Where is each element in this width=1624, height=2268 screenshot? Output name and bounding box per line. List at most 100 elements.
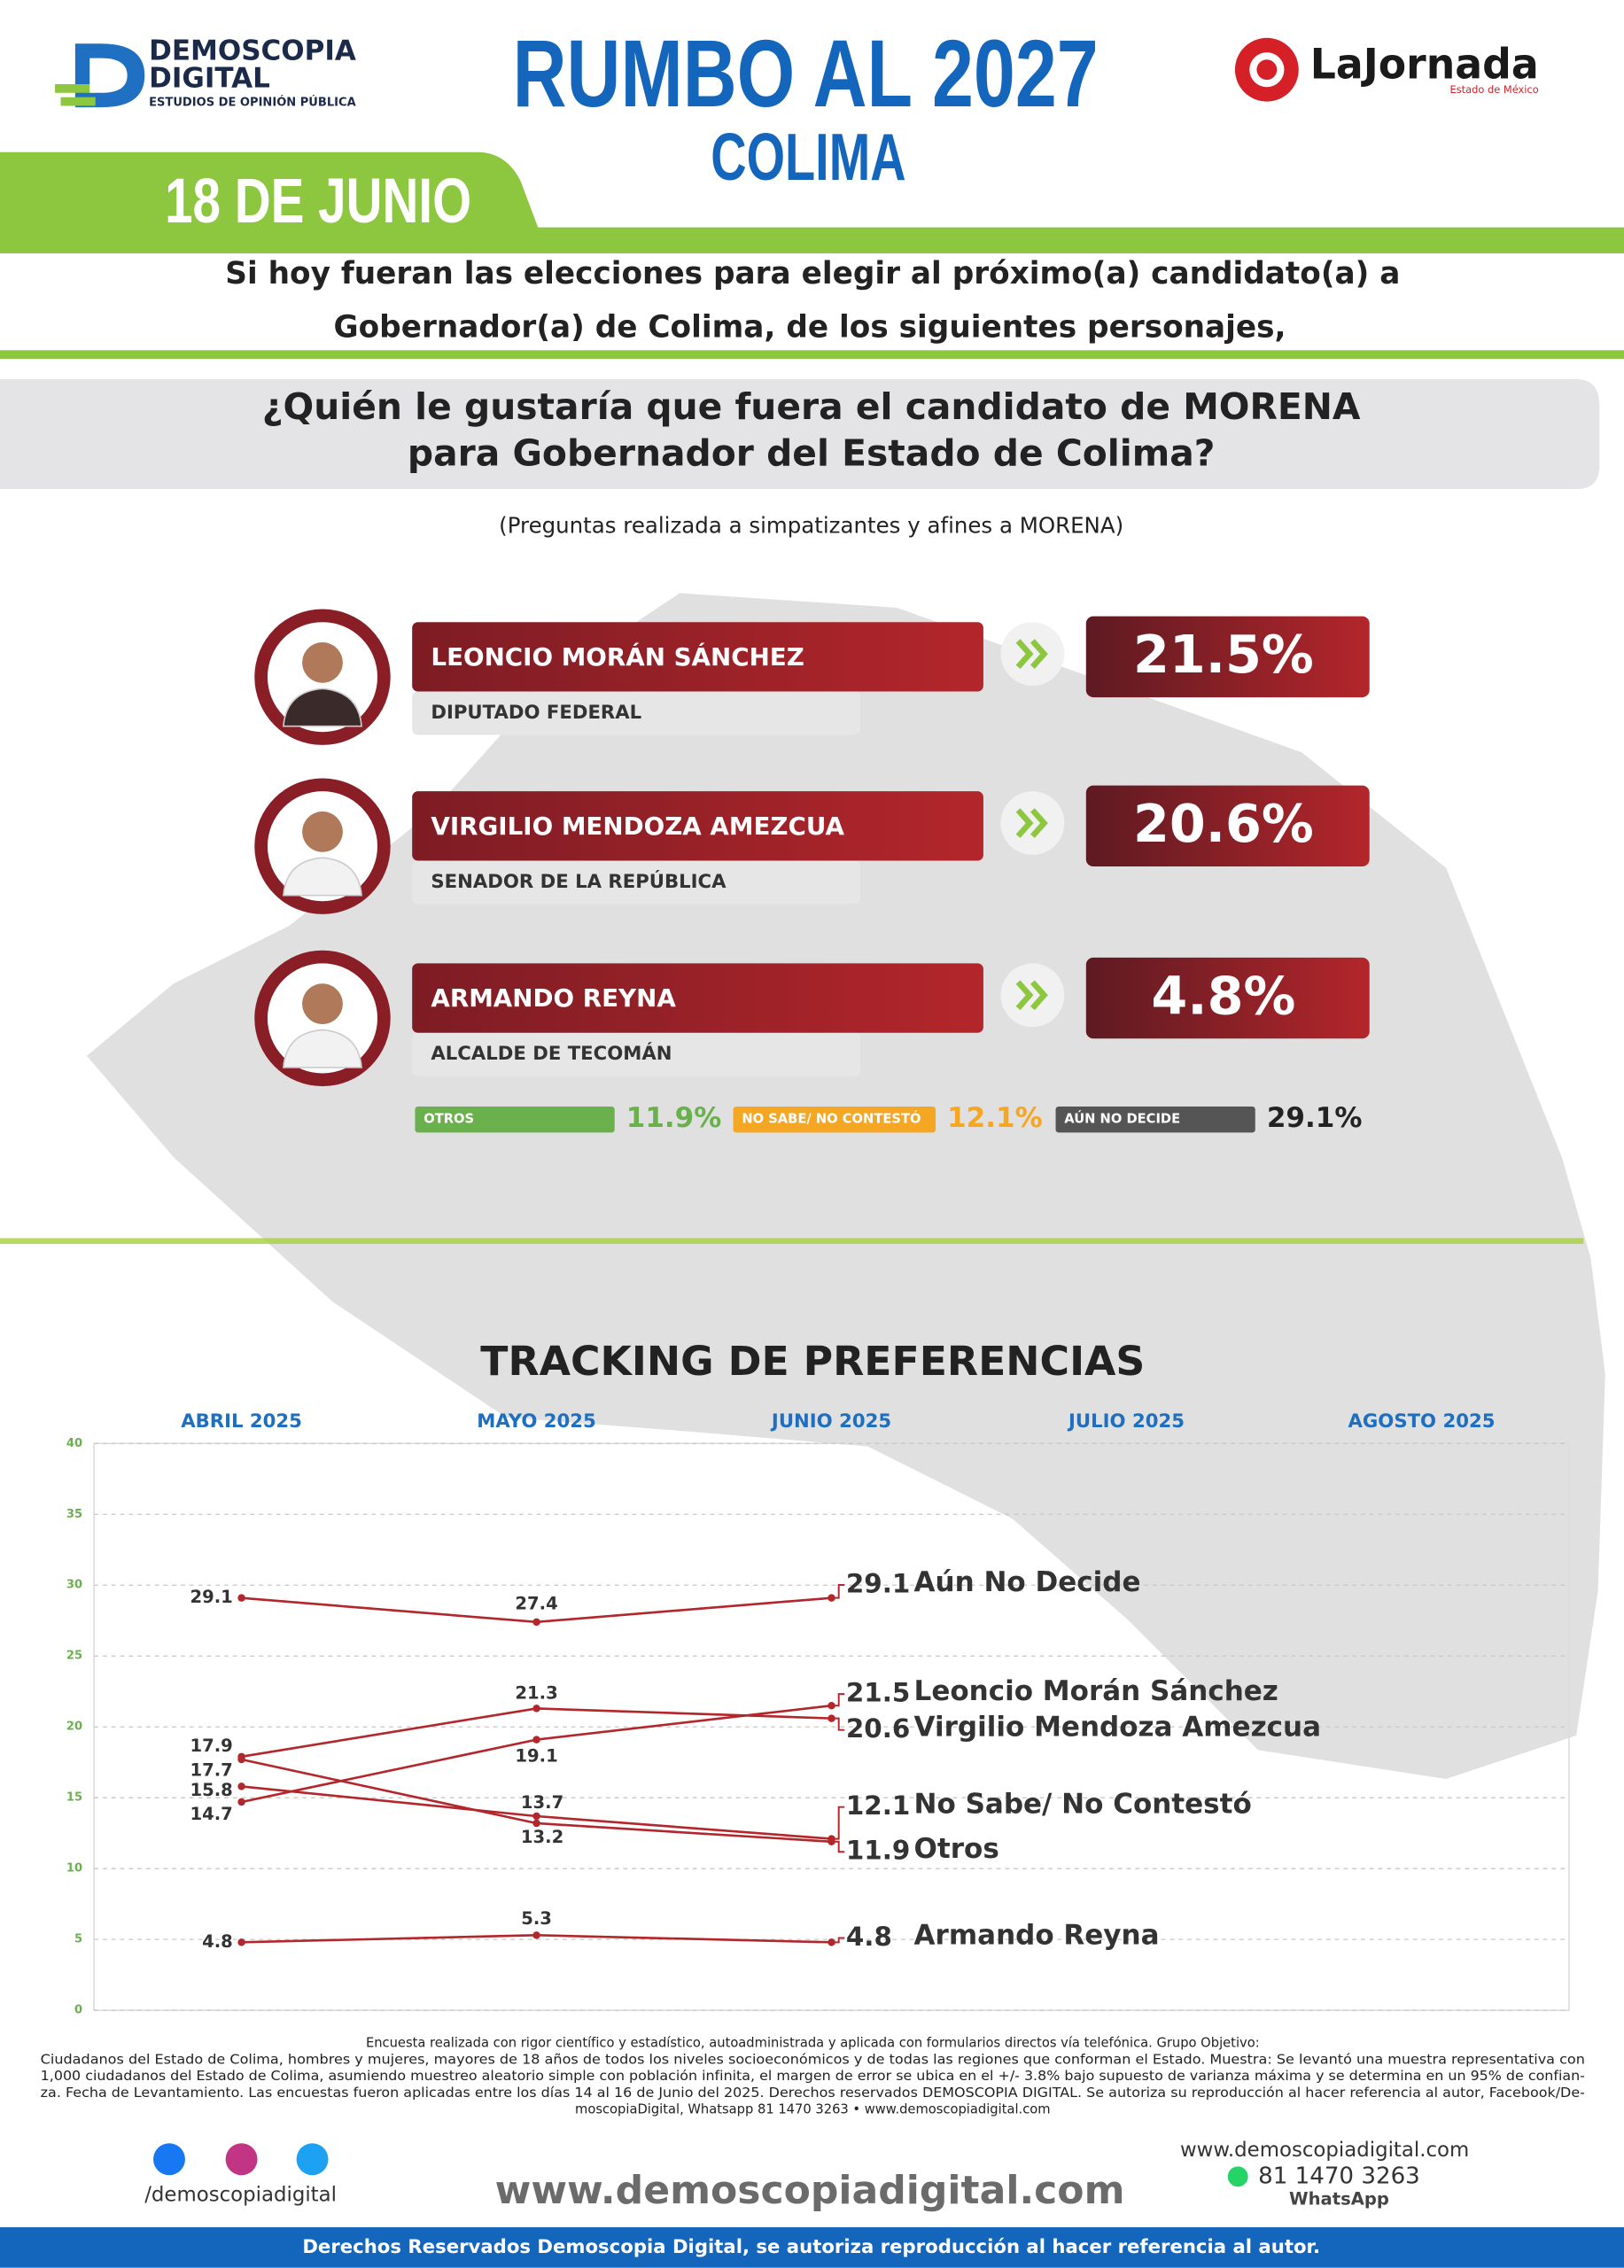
candidate-percent: 21.5% — [1133, 624, 1314, 685]
candidate-row: VIRGILIO MENDOZA AMEZCUA SENADOR DE LA RE… — [254, 778, 1370, 914]
label-leader — [831, 1840, 845, 1853]
instagram-icon[interactable] — [225, 2143, 258, 2176]
question-line: para Gobernador del Estado de Colima? — [408, 431, 1216, 474]
data-point — [532, 1618, 540, 1627]
value-label: 5.3 — [521, 1908, 552, 1929]
y-tick-label: 20 — [66, 1720, 82, 1734]
chart-title: TRACKING DE PREFERENCIAS — [480, 1338, 1145, 1385]
main-subtitle: COLIMA — [711, 120, 905, 194]
role-bar — [412, 1032, 861, 1076]
data-point — [532, 1931, 540, 1939]
role-bar — [412, 860, 861, 905]
series-name: Armando Reyna — [914, 1919, 1160, 1951]
candidate-name: LEONCIO MORÁN SÁNCHEZ — [431, 641, 804, 672]
other-bar — [733, 1106, 936, 1133]
end-value-label: 11.9 — [846, 1836, 910, 1866]
candidate-row: LEONCIO MORÁN SÁNCHEZ DIPUTADO FEDERAL 21.… — [254, 609, 1370, 745]
methodology-line: moscopiaDigital, Whatsapp 81 1470 3263 •… — [575, 2102, 1051, 2117]
value-label: 4.8 — [202, 1931, 233, 1952]
label-leader — [831, 1693, 845, 1707]
value-label: 29.1 — [190, 1587, 232, 1607]
website[interactable]: www.demoscopiadigital.com — [495, 2168, 1125, 2213]
value-label: 27.4 — [515, 1594, 557, 1614]
y-tick-label: 10 — [66, 1862, 82, 1876]
other-label: AÚN NO DECIDE — [1064, 1111, 1180, 1127]
question-box — [0, 378, 1600, 490]
end-value-label: 29.1 — [846, 1568, 910, 1598]
brand-name: DEMOSCOPIA — [149, 35, 356, 67]
other-label: OTROS — [423, 1112, 474, 1127]
methodology-line: Encuesta realizada con rigor científico … — [366, 2036, 1260, 2051]
role-bar — [412, 691, 861, 735]
phone: 81 1470 3263 — [1258, 2163, 1420, 2189]
series-name: Virgilio Mendoza Amezcua — [914, 1712, 1321, 1744]
footer: Encuesta realizada con rigor científico … — [0, 2036, 1624, 2268]
end-value-label: 21.5 — [846, 1678, 910, 1708]
divider — [0, 350, 1624, 360]
data-point — [532, 1736, 540, 1744]
facebook-icon[interactable] — [153, 2143, 185, 2176]
value-label: 17.7 — [190, 1760, 232, 1781]
series-name: Aún No Decide — [914, 1566, 1141, 1598]
y-tick-label: 30 — [66, 1579, 82, 1592]
brand-tagline: ESTUDIOS DE OPINIÓN PÚBLICA — [149, 96, 356, 110]
rights: Derechos Reservados Demoscopia Digital, … — [302, 2236, 1320, 2258]
photo-head — [302, 642, 343, 683]
y-tick-label: 5 — [74, 1933, 82, 1946]
photo-head — [302, 812, 343, 852]
date: 18 DE JUNIO — [165, 166, 471, 237]
label-leader — [831, 1717, 845, 1731]
candidate-role: ALCALDE DE TECOMÁN — [431, 1042, 672, 1065]
website-small[interactable]: www.demoscopiadigital.com — [1180, 2139, 1469, 2162]
y-tick-label: 40 — [66, 1437, 82, 1450]
x-tick-label: MAYO 2025 — [477, 1410, 596, 1433]
divider — [0, 1238, 1584, 1245]
y-tick-label: 0 — [74, 2004, 82, 2017]
photo-body — [283, 687, 362, 727]
chevron — [1015, 980, 1048, 1011]
brand-logo: DEMOSCOPIA DIGITAL ESTUDIOS DE OPINIÓN P… — [55, 35, 357, 110]
y-tick-label: 15 — [66, 1791, 82, 1805]
value-label: 13.7 — [521, 1792, 563, 1813]
name-bar — [412, 791, 983, 861]
twitter-icon[interactable] — [296, 2143, 329, 2176]
map-silhouette — [86, 593, 1605, 1779]
chevron — [1015, 808, 1048, 838]
y-tick-label: 25 — [66, 1650, 82, 1663]
whatsapp-icon — [1227, 2166, 1248, 2187]
x-tick-label: AGOSTO 2025 — [1348, 1410, 1495, 1433]
candidate-percent: 20.6% — [1133, 793, 1314, 854]
value-label: 17.9 — [190, 1736, 232, 1756]
candidate-percent: 4.8% — [1151, 965, 1295, 1026]
other-percent: 29.1% — [1267, 1102, 1363, 1134]
methodology-line: Ciudadanos del Estado de Colima, hombres… — [41, 2052, 1585, 2067]
brand-name: DIGITAL — [149, 63, 270, 95]
other-bar — [1055, 1106, 1255, 1133]
name-bar — [412, 622, 983, 692]
data-point — [237, 1594, 245, 1602]
data-point — [532, 1812, 540, 1821]
candidate-row: ARMANDO REYNA ALCALDE DE TECOMÁN 4.8% — [254, 950, 1370, 1087]
partner-logo: LaJornada Estado de México — [1234, 37, 1539, 102]
label-leader — [831, 1583, 845, 1599]
candidate-role: DIPUTADO FEDERAL — [431, 702, 641, 724]
candidate-name: ARMANDO REYNA — [431, 983, 676, 1013]
data-point — [237, 1938, 245, 1946]
other-label: NO SABE/ NO CONTESTÓ — [742, 1111, 921, 1127]
end-value-label: 4.8 — [846, 1922, 892, 1952]
percent-box — [1085, 957, 1370, 1039]
value-label: 15.8 — [190, 1780, 232, 1800]
methodology-line: za. Fecha de Levantamiento. Las encuesta… — [41, 2085, 1585, 2101]
intro-line: Gobernador(a) de Colima, de los siguient… — [334, 309, 1286, 345]
x-tick-label: JULIO 2025 — [1067, 1410, 1185, 1433]
partner-tagline: Estado de México — [1450, 83, 1539, 96]
end-value-label: 12.1 — [846, 1790, 910, 1821]
partner-name: LaJornada — [1310, 40, 1539, 89]
intro-line: Si hoy fueran las elecciones para elegir… — [225, 256, 1400, 291]
end-value-label: 20.6 — [846, 1713, 910, 1744]
candidate-name: VIRGILIO MENDOZA AMEZCUA — [431, 812, 844, 841]
x-tick-label: ABRIL 2025 — [181, 1410, 302, 1433]
data-point — [237, 1783, 245, 1790]
data-point — [237, 1798, 245, 1806]
